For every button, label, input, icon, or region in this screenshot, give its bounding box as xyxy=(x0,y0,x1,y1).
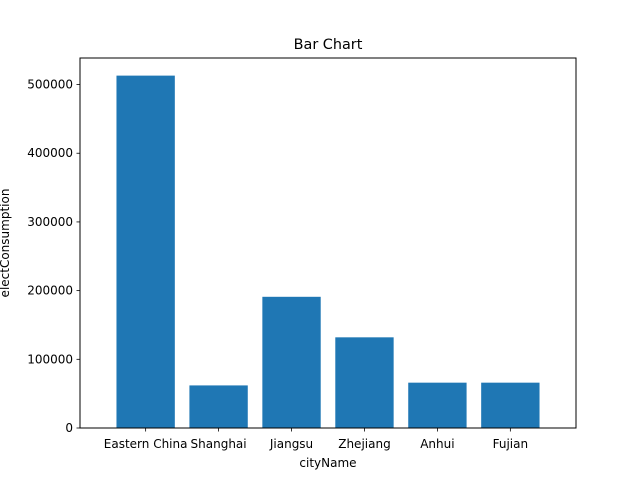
x-tick-label: Anhui xyxy=(420,437,454,451)
bar-zhejiang xyxy=(335,337,393,428)
x-tick-label: Fujian xyxy=(493,437,528,451)
x-tick-label: Eastern China xyxy=(104,437,188,451)
y-tick-label: 200000 xyxy=(27,284,73,298)
y-tick-label: 0 xyxy=(65,421,73,435)
x-tick-label: Shanghai xyxy=(191,437,247,451)
chart-title: Bar Chart xyxy=(294,37,363,53)
x-axis-label: cityName xyxy=(299,456,356,470)
x-tick-label: Zhejiang xyxy=(338,437,390,451)
bar-jiangsu xyxy=(262,297,320,428)
bar-shanghai xyxy=(189,385,247,428)
y-tick-label: 100000 xyxy=(27,352,73,366)
y-tick-label: 400000 xyxy=(27,146,73,160)
bar-fujian xyxy=(481,383,539,428)
x-tick-label: Jiangsu xyxy=(269,437,313,451)
y-tick-label: 300000 xyxy=(27,215,73,229)
y-tick-label: 500000 xyxy=(27,78,73,92)
bar-eastern-china xyxy=(116,76,174,428)
y-axis-label: electConsumption xyxy=(0,189,12,298)
bar-anhui xyxy=(408,383,466,428)
